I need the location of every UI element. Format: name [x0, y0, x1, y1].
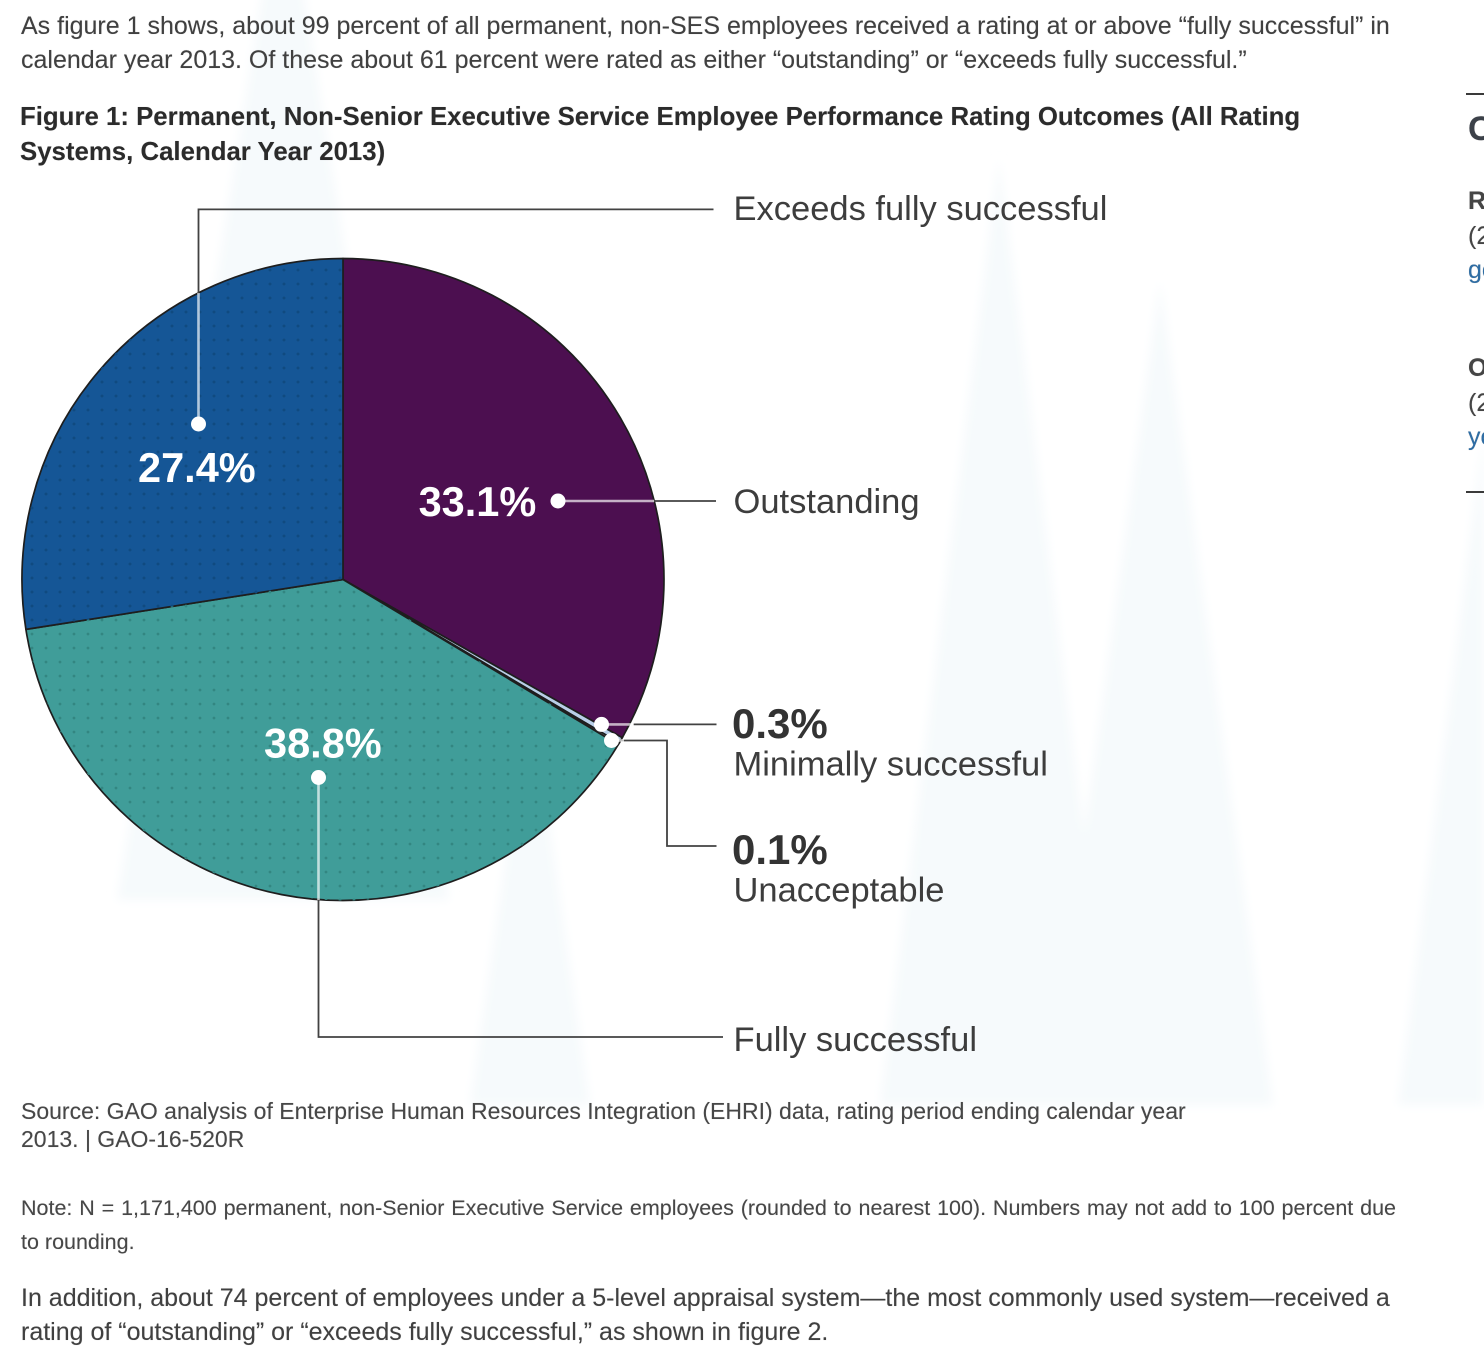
svg-text:27.4%: 27.4%: [138, 444, 256, 491]
svg-text:Exceeds fully successful: Exceeds fully successful: [734, 190, 1108, 228]
svg-text:Minimally successful: Minimally successful: [734, 746, 1048, 784]
svg-text:38.8%: 38.8%: [264, 720, 382, 767]
svg-text:Outstanding: Outstanding: [734, 483, 920, 521]
svg-text:33.1%: 33.1%: [419, 478, 537, 525]
svg-text:0.3%: 0.3%: [732, 700, 828, 747]
svg-text:Fully successful: Fully successful: [734, 1021, 978, 1059]
svg-text:0.1%: 0.1%: [732, 826, 828, 873]
svg-text:Unacceptable: Unacceptable: [734, 872, 945, 910]
